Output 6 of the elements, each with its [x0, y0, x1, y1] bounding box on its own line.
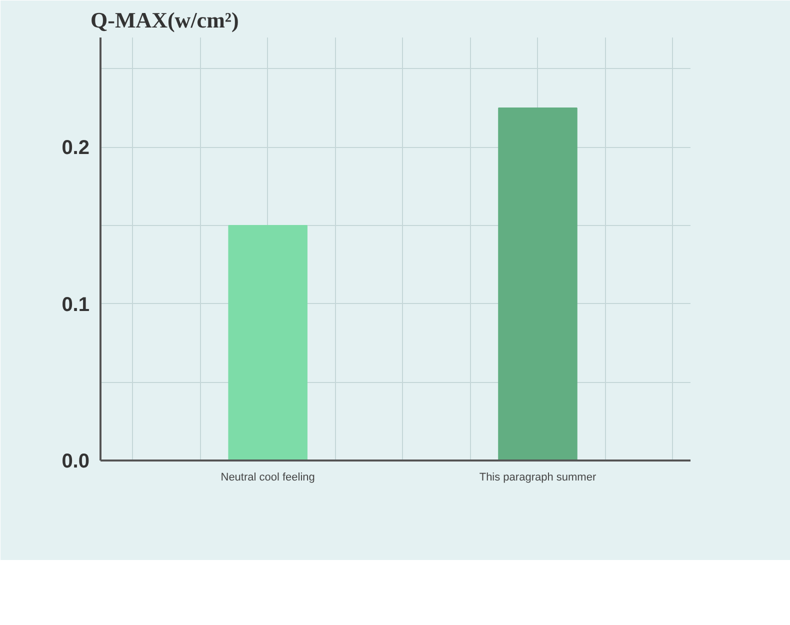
x-tick-label: This paragraph summer	[479, 472, 596, 484]
y-tick-label: 0.0	[62, 450, 90, 472]
x-tick-label: Neutral cool feeling	[220, 472, 315, 484]
y-axis-title: Q-MAX(w/cm²)	[90, 8, 239, 32]
y-tick-label: 0.1	[62, 294, 90, 316]
y-tick-label: 0.2	[62, 137, 90, 160]
